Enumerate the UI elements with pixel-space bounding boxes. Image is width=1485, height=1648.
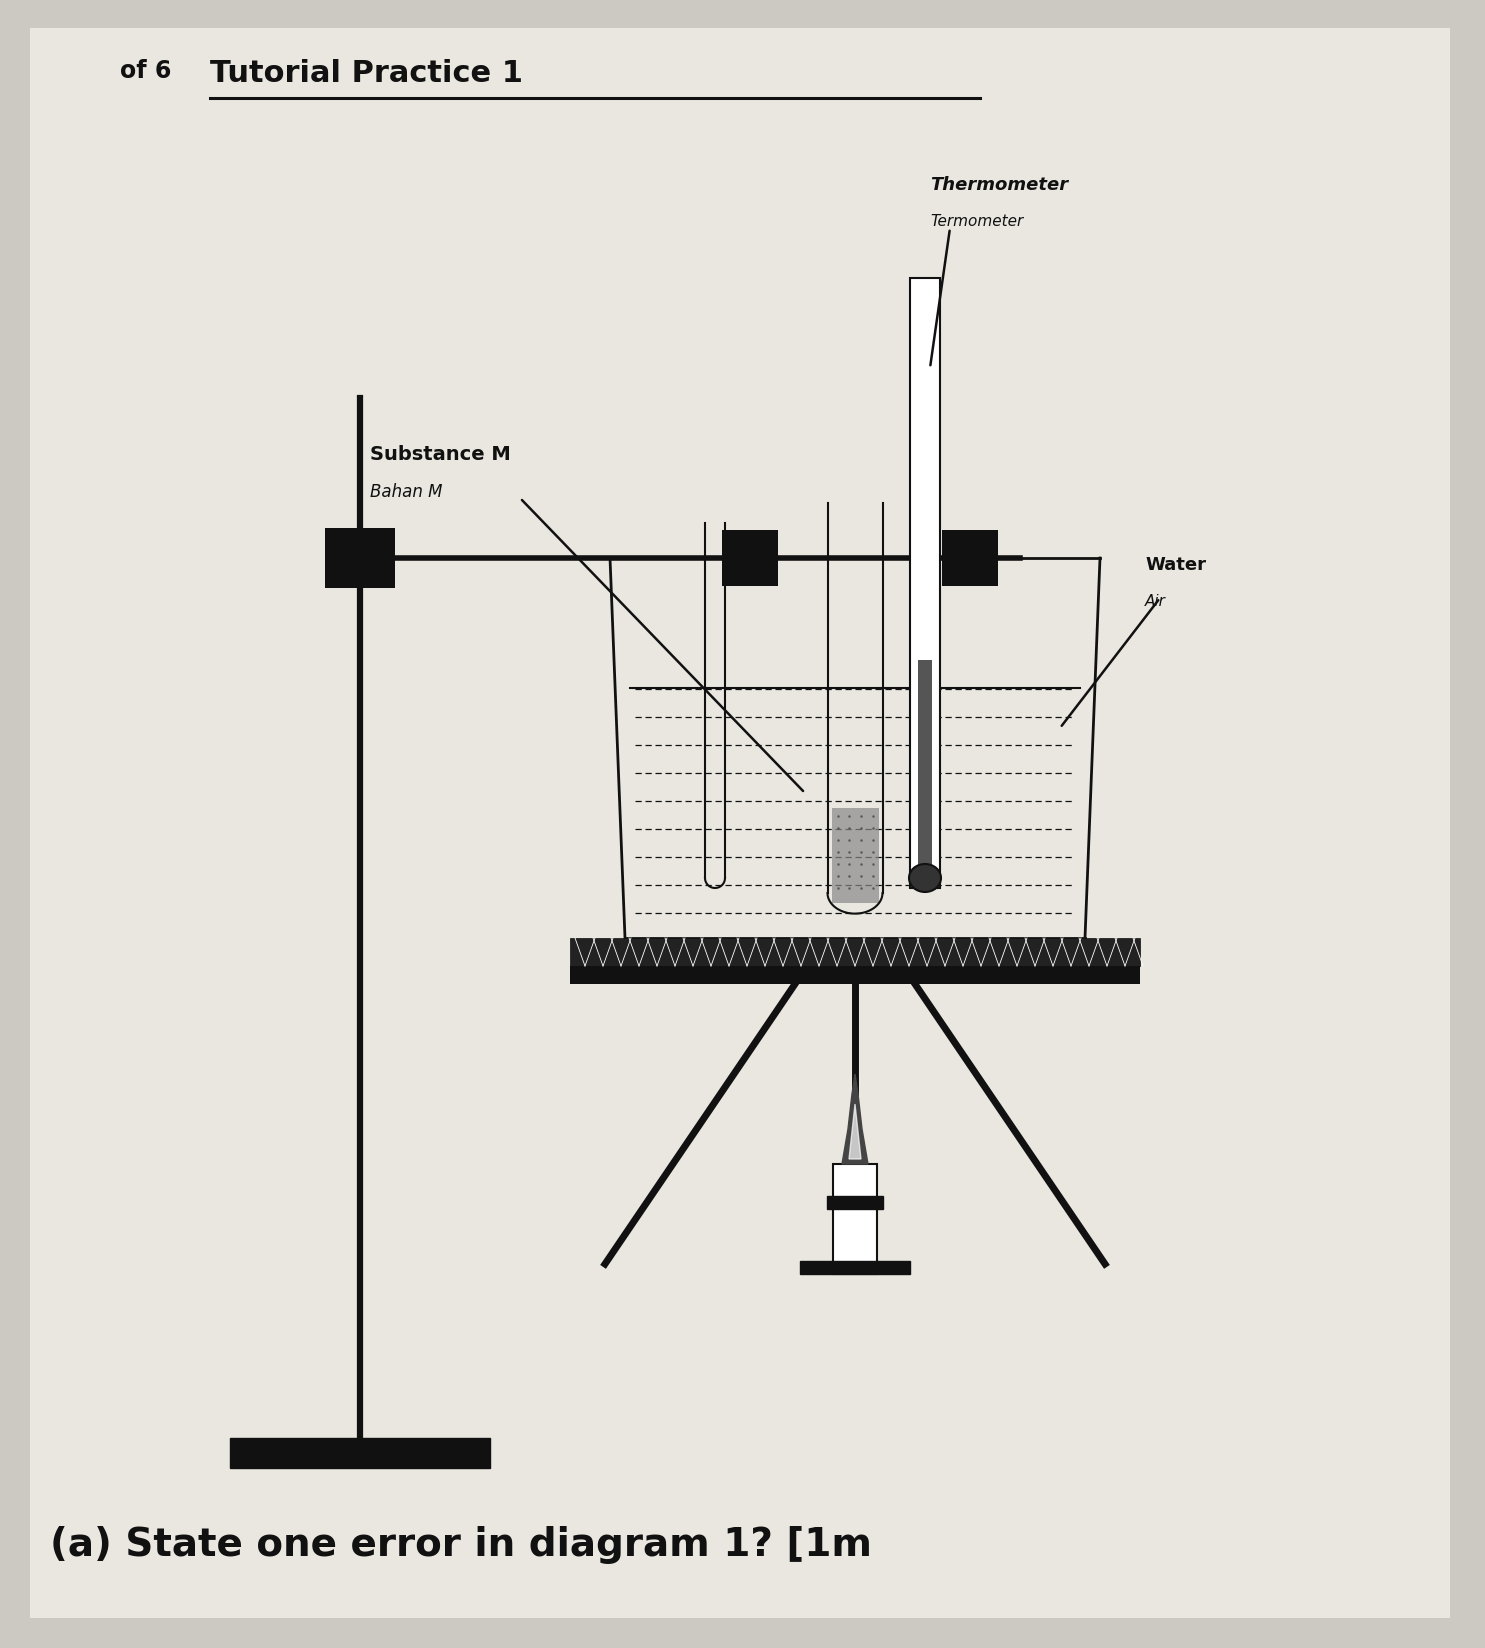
Bar bbox=[570, 938, 1140, 966]
Text: of 6: of 6 bbox=[120, 59, 171, 82]
Polygon shape bbox=[849, 1104, 861, 1159]
Bar bbox=[570, 966, 1140, 984]
Bar bbox=[800, 1261, 910, 1274]
Ellipse shape bbox=[909, 865, 941, 893]
Bar bbox=[941, 531, 998, 587]
Bar bbox=[722, 531, 778, 587]
Bar bbox=[832, 809, 879, 903]
Polygon shape bbox=[842, 1074, 869, 1163]
Text: Thermometer: Thermometer bbox=[930, 176, 1068, 194]
Bar bbox=[827, 1196, 884, 1210]
Bar bbox=[230, 1439, 490, 1468]
Bar bbox=[910, 279, 940, 888]
Text: Air: Air bbox=[1145, 593, 1166, 608]
Text: Tutorial Practice 1: Tutorial Practice 1 bbox=[209, 59, 523, 87]
Text: Bahan M: Bahan M bbox=[370, 483, 443, 501]
Bar bbox=[918, 661, 933, 873]
Bar bbox=[325, 529, 395, 588]
Bar bbox=[833, 1163, 878, 1274]
Text: Termometer: Termometer bbox=[930, 214, 1023, 229]
Text: Water: Water bbox=[1145, 555, 1206, 574]
Text: Substance M: Substance M bbox=[370, 445, 511, 463]
Text: (a) State one error in diagram 1? [1m: (a) State one error in diagram 1? [1m bbox=[50, 1524, 872, 1562]
